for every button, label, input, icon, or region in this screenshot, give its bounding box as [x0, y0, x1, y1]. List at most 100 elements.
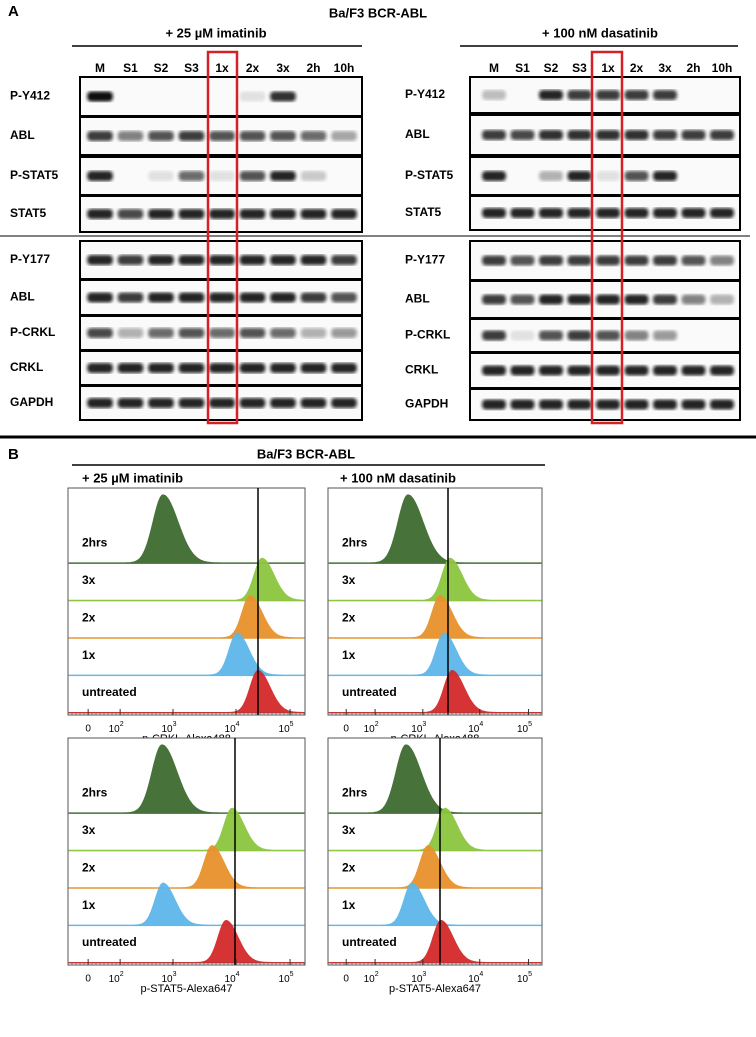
band [482, 208, 506, 218]
tick-label: 104 [225, 971, 240, 985]
tick-base: 10 [279, 974, 291, 985]
band [567, 255, 592, 266]
row-label: ABL [405, 292, 430, 306]
band [148, 328, 174, 338]
band [653, 330, 677, 341]
band [482, 255, 506, 266]
row-label: 3x [82, 823, 96, 837]
tick-base: 10 [161, 974, 173, 985]
band [710, 255, 734, 266]
band [596, 208, 620, 218]
tick-base: 10 [225, 724, 237, 735]
tick-exponent: 4 [479, 721, 483, 728]
tick-base: 10 [364, 974, 376, 985]
axis-label: p-STAT5-Alexa647 [389, 983, 481, 995]
band [567, 399, 592, 410]
tick-exponent: 3 [173, 971, 177, 978]
tick-base: 10 [411, 974, 423, 985]
band [596, 255, 620, 266]
tick-label: 0 [85, 974, 91, 985]
band [239, 131, 266, 141]
band [270, 91, 296, 102]
band [148, 171, 174, 181]
band [270, 171, 296, 181]
band [178, 292, 205, 303]
band [300, 131, 327, 141]
tick-label: 102 [364, 721, 379, 735]
tick-exponent: 2 [375, 721, 379, 728]
lane-label: 2x [630, 61, 644, 75]
band [270, 292, 296, 303]
tick-label: 105 [517, 721, 532, 735]
band [148, 209, 174, 219]
band [653, 255, 677, 266]
band [681, 294, 706, 305]
tick-exponent: 4 [479, 971, 483, 978]
band [270, 209, 296, 219]
band [239, 91, 266, 102]
histogram [68, 632, 305, 676]
tick-exponent: 2 [375, 971, 379, 978]
band [117, 255, 144, 265]
band [653, 294, 677, 305]
tick-base: 10 [468, 974, 480, 985]
band [239, 363, 266, 373]
row-label: 1x [82, 648, 96, 662]
band [270, 328, 296, 338]
band [300, 398, 327, 408]
histogram [68, 882, 305, 926]
band [624, 255, 649, 266]
row-label: P-Y412 [405, 87, 445, 101]
row-label: STAT5 [405, 205, 442, 219]
row-label: P-STAT5 [10, 168, 59, 182]
band [270, 398, 296, 408]
band [117, 328, 144, 338]
band [87, 255, 113, 265]
row-label: STAT5 [10, 206, 47, 220]
tick-base: 10 [517, 724, 529, 735]
band [567, 208, 592, 218]
band [539, 255, 563, 266]
tick-exponent: 3 [422, 971, 426, 978]
tick-label: 104 [225, 721, 240, 735]
tick-label: 103 [411, 721, 426, 735]
band [300, 292, 327, 303]
band [624, 294, 649, 305]
band [482, 294, 506, 305]
band [510, 255, 535, 266]
band [567, 130, 592, 140]
band [567, 365, 592, 376]
tick-base: 10 [411, 724, 423, 735]
band [596, 365, 620, 376]
band [331, 292, 357, 303]
row-label: 2hrs [342, 786, 368, 800]
band [539, 365, 563, 376]
band [87, 171, 113, 181]
tick-label: 104 [468, 721, 483, 735]
band [653, 130, 677, 140]
row-label: P-Y177 [405, 253, 445, 267]
tick-exponent: 5 [528, 971, 532, 978]
row-label: 2hrs [342, 536, 368, 550]
tick-label: 105 [279, 721, 294, 735]
tick-exponent: 5 [290, 721, 294, 728]
band [87, 292, 113, 303]
panel-label: A [8, 3, 19, 20]
band [87, 398, 113, 408]
band [178, 131, 205, 141]
band [596, 330, 620, 341]
band [567, 330, 592, 341]
band [209, 171, 235, 181]
band [270, 131, 296, 141]
lane-label: 1x [601, 61, 615, 75]
band [510, 330, 535, 341]
band [653, 365, 677, 376]
row-label: 2x [342, 610, 356, 624]
band [710, 365, 734, 376]
lane-label: S2 [544, 61, 559, 75]
condition-title: + 100 nM dasatinib [542, 25, 658, 40]
tick-base: 10 [225, 974, 237, 985]
histogram [328, 595, 542, 639]
band [482, 171, 506, 181]
